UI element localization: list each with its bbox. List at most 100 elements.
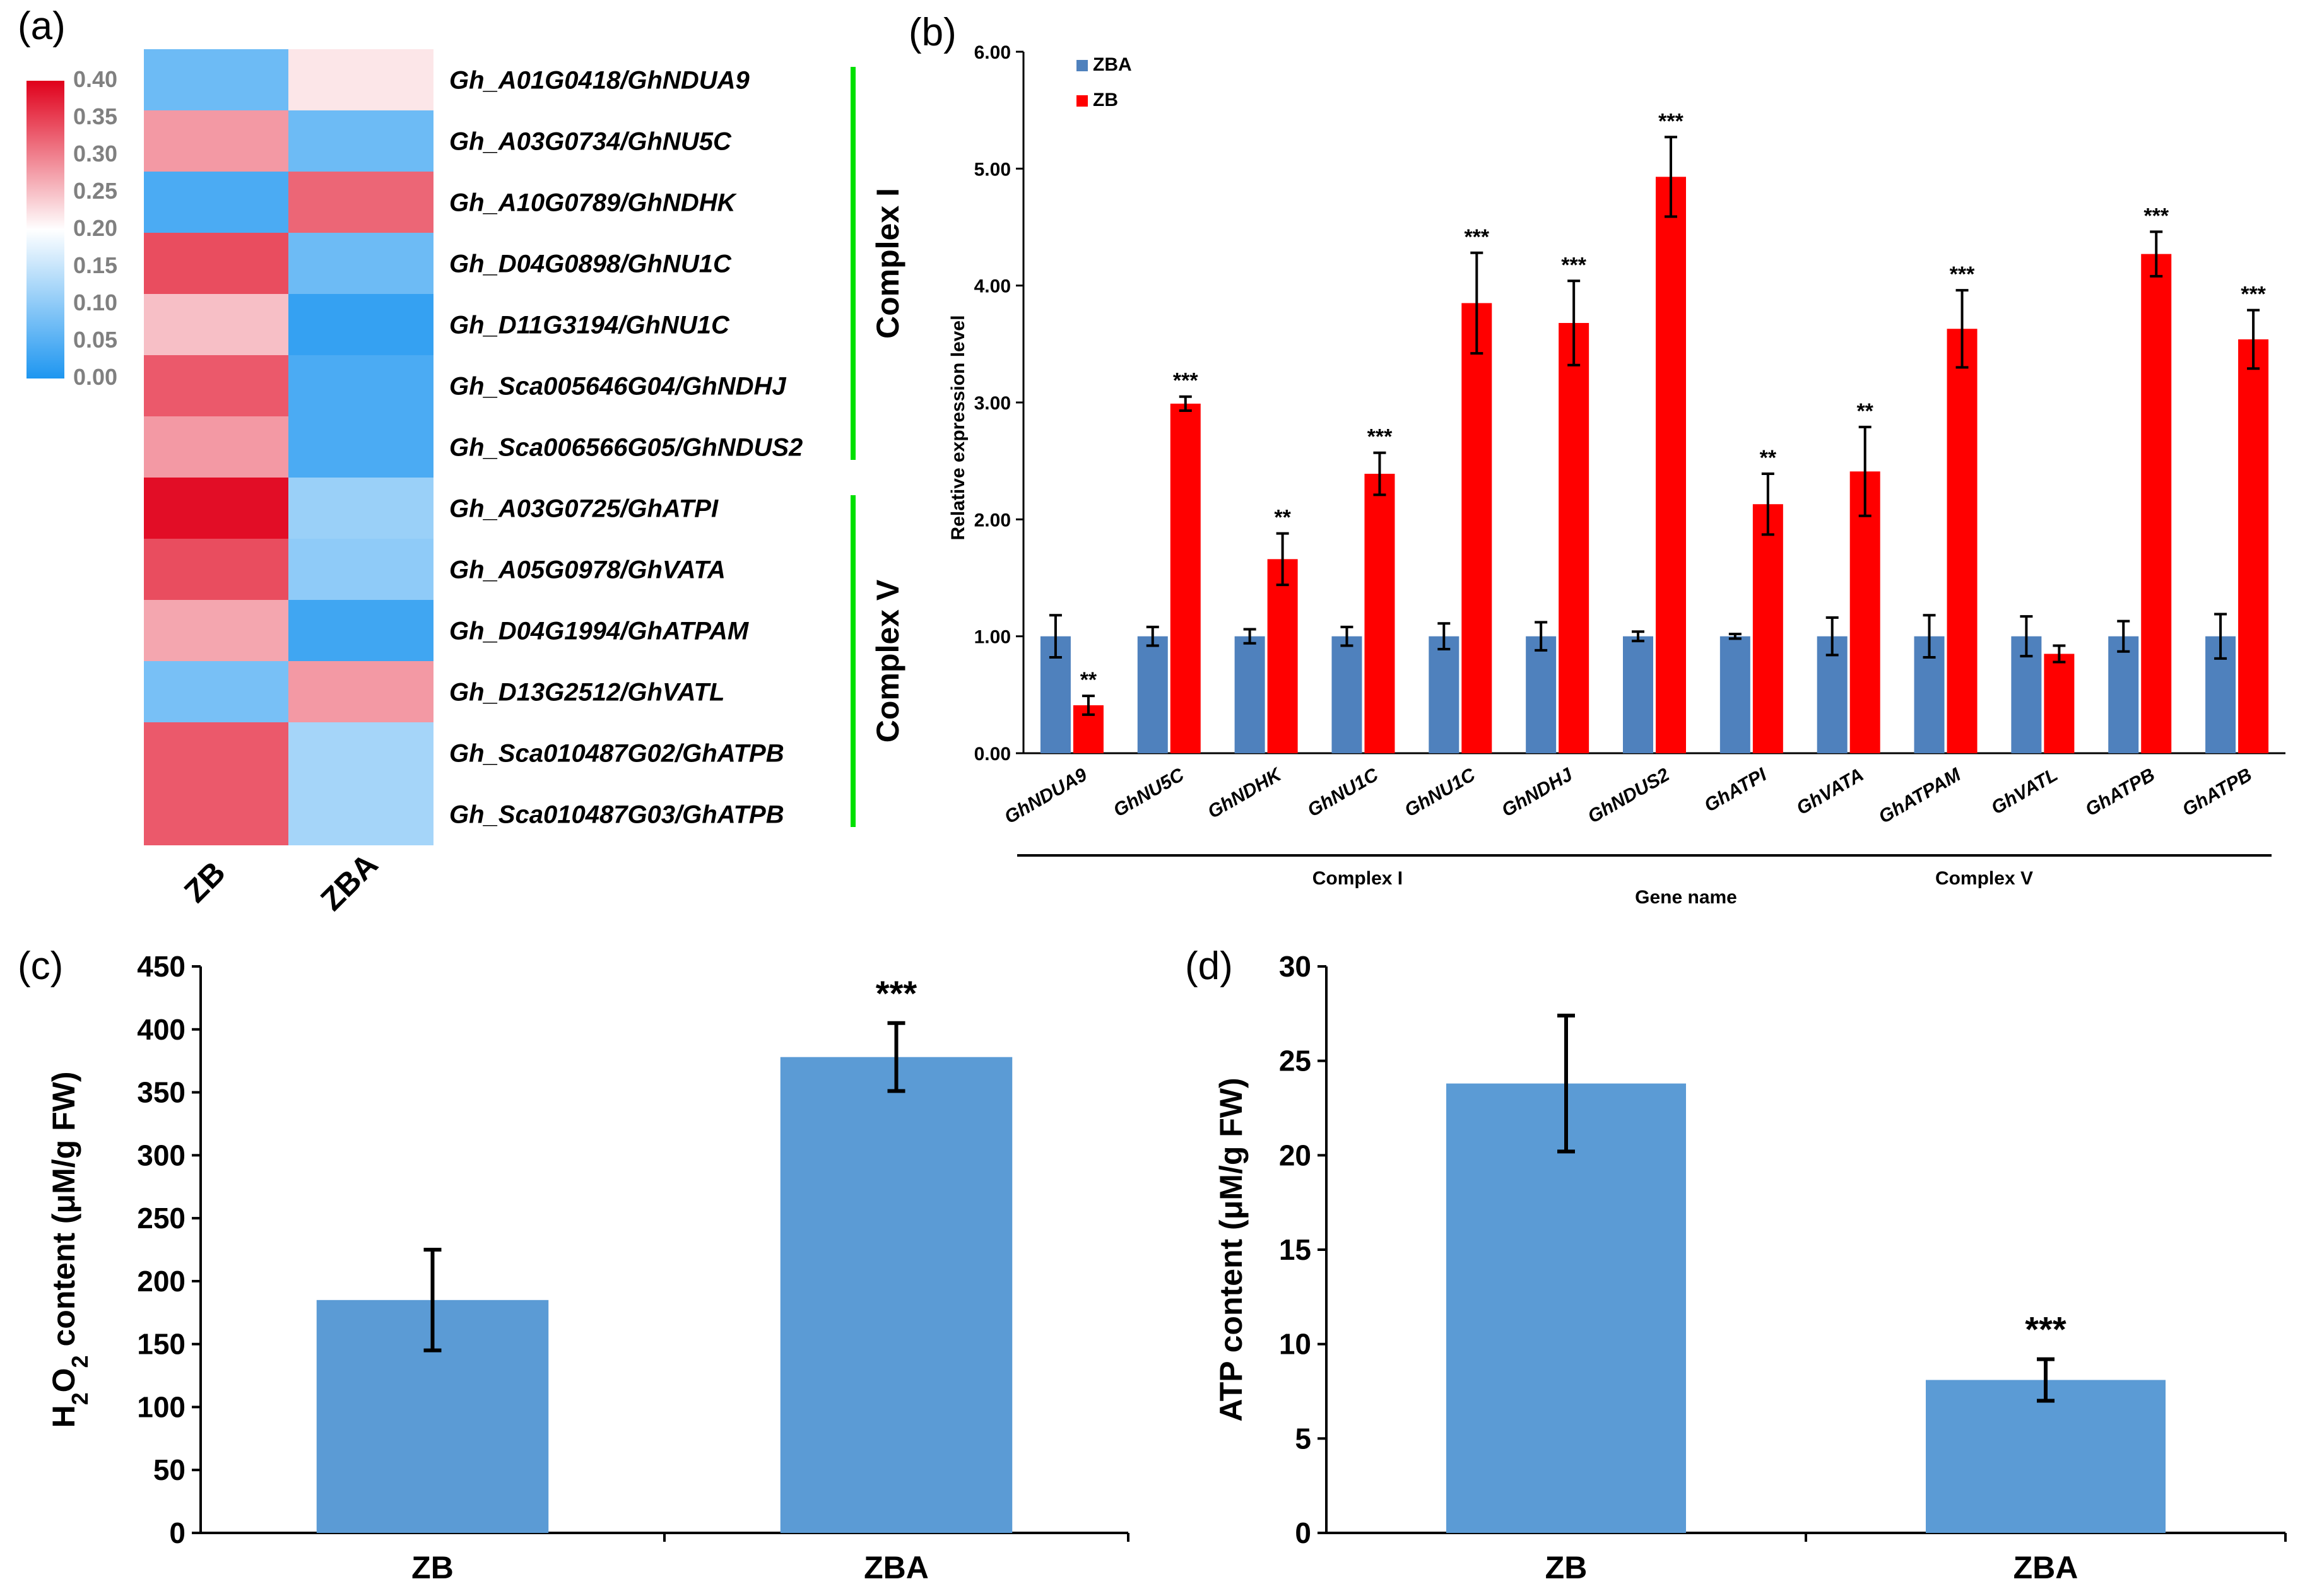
subscript: 2: [67, 1392, 93, 1405]
bar-zb: [1947, 329, 1978, 753]
heatmap-cell: [144, 783, 289, 845]
category-label: GhVATL: [1988, 764, 2061, 818]
y-tick-label: 4.00: [974, 276, 1011, 297]
atp-bar-chart: 0 5 10 15 20 25 30 ZB *** ZBA ATP content (μM/g FW…: [1213, 950, 2287, 1585]
legend-swatch-zba: [1076, 60, 1088, 71]
category-label: GhNU1C: [1401, 764, 1479, 821]
y-tick-label: 1.00: [974, 627, 1011, 648]
heatmap-gene-label: Gh_Sca010487G03/GhATPB: [449, 801, 784, 829]
y-tick-label: 300: [137, 1139, 186, 1171]
bar: [780, 1057, 1013, 1533]
heatmap-gene-label: Gh_Sca005646G04/GhNDHJ: [449, 373, 786, 401]
panel-label-c: (c): [18, 944, 63, 988]
y-tick-label: 5: [1295, 1422, 1311, 1455]
bar-zba: [1429, 636, 1459, 753]
significance-label: ***: [876, 973, 917, 1013]
bar-zb: [1170, 403, 1201, 753]
heatmap-gene-label: Gh_D04G1994/GhATPAM: [449, 618, 750, 645]
bar-zba: [2108, 636, 2139, 753]
category-label: GhNDUS2: [1584, 764, 1673, 827]
y-tick-label: 15: [1279, 1233, 1311, 1266]
colorbar-tick-label: 0.15: [73, 252, 117, 278]
bar-zb: [1752, 504, 1783, 753]
colorbar: [27, 81, 64, 378]
y-tick-label: 20: [1279, 1139, 1311, 1171]
bar: [1446, 1083, 1686, 1533]
significance-label: **: [1274, 506, 1291, 530]
heatmap-cell: [288, 355, 433, 417]
category-label: GhATPB: [2082, 764, 2158, 820]
heatmap-sample-label: ZB: [177, 855, 232, 910]
heatmap-cell: [144, 539, 289, 601]
bar-zba: [1137, 636, 1168, 753]
heatmap-sample-labels: ZB ZBA: [177, 847, 384, 917]
bar: [1926, 1380, 2166, 1533]
heatmap-gene-label: Gh_A01G0418/GhNDUA9: [449, 67, 750, 95]
category-label: GhNDHJ: [1498, 764, 1576, 821]
category-label: GhATPB: [2179, 764, 2255, 820]
heatmap-gene-label: Gh_D11G3194/GhNU1C: [449, 312, 730, 339]
y-tick-label: 200: [137, 1265, 186, 1298]
significance-label: ***: [1367, 425, 1393, 449]
heatmap-gene-labels: Gh_A01G0418/GhNDUA9 Gh_A03G0734/GhNU5C Gh_…: [449, 67, 803, 829]
y-tick-label: 450: [137, 950, 186, 983]
y-tick-label: 400: [137, 1013, 186, 1046]
bar-zb: [2238, 339, 2269, 753]
y-tick-label: 50: [153, 1453, 186, 1486]
panel-label-b: (b): [909, 11, 957, 54]
heatmap-cell: [144, 110, 289, 172]
colorbar-tick-label: 0.20: [73, 215, 117, 241]
bar-zba: [1331, 636, 1362, 753]
legend-swatch-zb: [1076, 95, 1088, 107]
heatmap-cell: [288, 233, 433, 295]
heatmap-sample-label: ZBA: [314, 847, 384, 917]
y-tick-label: 3.00: [974, 393, 1011, 414]
colorbar-tick-label: 0.40: [73, 66, 117, 92]
y-tick-label: 150: [137, 1328, 186, 1361]
heatmap-cell: [144, 233, 289, 295]
heatmap-cell: [144, 478, 289, 539]
bar-zb: [1559, 322, 1589, 753]
significance-label: ***: [1561, 253, 1586, 277]
colorbar-tick-label: 0.05: [73, 327, 117, 353]
category-label: GhNU1C: [1304, 764, 1383, 821]
panel-label-d: (d): [1185, 944, 1233, 988]
bar-zba: [1234, 636, 1265, 753]
heatmap-gene-label: Gh_D13G2512/GhVATL: [449, 679, 724, 707]
bar-zb: [1461, 303, 1492, 753]
y-tick-label: 25: [1279, 1045, 1311, 1077]
y-axis-title: H2O2 content (μM/g FW): [46, 1071, 93, 1428]
colorbar-tick-label: 0.30: [73, 141, 117, 167]
y-tick-label: 0: [169, 1517, 186, 1549]
significance-label: ***: [2241, 283, 2266, 307]
heatmap-gene-label: Gh_A03G0725/GhATPI: [449, 495, 719, 523]
y-tick-label: 100: [137, 1390, 186, 1423]
h2o2-bar-chart: 0 50 100 150 200 250 300 350 400 450 ZB *** ZBA H2O2 …: [46, 950, 1129, 1585]
heatmap-cell: [144, 355, 289, 417]
panel-label-a: (a): [18, 4, 66, 48]
category-label: GhVATA: [1793, 764, 1868, 819]
y-tick-label: 10: [1279, 1328, 1311, 1361]
heatmap-cell: [144, 416, 289, 478]
significance-label: ***: [2143, 204, 2169, 228]
y-axis-title: Relative expression level: [948, 315, 969, 541]
colorbar-tick-label: 0.00: [73, 364, 117, 390]
heatmap-cell: [144, 49, 289, 111]
significance-label: ***: [2025, 1310, 2066, 1349]
group-label: Complex I: [1312, 868, 1403, 889]
heatmap-cell: [144, 661, 289, 723]
category-label: GhATPI: [1701, 764, 1771, 816]
significance-label: **: [1856, 399, 1873, 423]
category-label: GhNDUA9: [1001, 764, 1090, 828]
heatmap-cell: [288, 478, 433, 539]
y-tick-label: 2.00: [974, 510, 1011, 531]
heatmap-cell: [288, 416, 433, 478]
y-tick-label: 250: [137, 1202, 186, 1235]
bar-zb: [2141, 254, 2172, 753]
heatmap-gene-label: Gh_A05G0978/GhVATA: [449, 556, 726, 584]
heatmap-cells: [144, 49, 433, 845]
heatmap-cell: [144, 600, 289, 662]
colorbar-ticks: 0.40 0.35 0.30 0.25 0.20 0.15 0.10 0.05 0.00: [73, 66, 117, 390]
significance-label: ***: [1658, 109, 1683, 133]
heatmap-gene-label: Gh_D04G0898/GhNU1C: [449, 250, 732, 278]
